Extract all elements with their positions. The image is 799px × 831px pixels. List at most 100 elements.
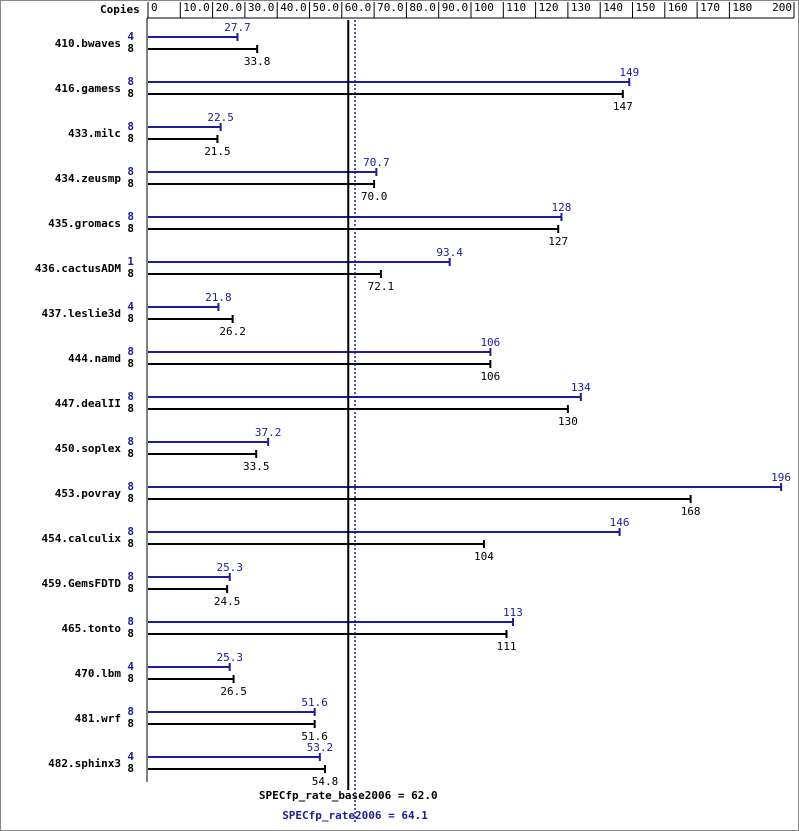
- value-label: 93.4: [436, 246, 463, 259]
- value-label: 51.6: [301, 696, 328, 709]
- bar: [148, 45, 259, 53]
- bar: [148, 765, 327, 773]
- value-label: 111: [497, 640, 517, 653]
- x-tick-label: 200: [772, 1, 792, 14]
- x-tick-label: 140: [603, 1, 623, 14]
- bar: [148, 180, 376, 188]
- copies-label: 8: [127, 390, 134, 403]
- bar: [148, 33, 239, 41]
- value-label: 25.3: [216, 561, 243, 574]
- value-label: 196: [771, 471, 791, 484]
- bar: [148, 123, 222, 131]
- bar: [148, 360, 492, 368]
- bar: [148, 450, 258, 458]
- bar: [148, 405, 569, 413]
- value-label: 21.8: [205, 291, 232, 304]
- bar: [148, 270, 382, 278]
- value-label: 130: [558, 415, 578, 428]
- bar: [148, 315, 234, 323]
- copies-label: 8: [127, 492, 134, 505]
- value-label: 54.8: [312, 775, 339, 788]
- copies-label: 8: [127, 582, 134, 595]
- copies-label: 1: [127, 255, 134, 268]
- copies-label: 4: [127, 750, 134, 763]
- category-label: 459.GemsFDTD: [42, 577, 122, 590]
- copies-label: 8: [127, 222, 134, 235]
- category-label: 444.namd: [68, 352, 121, 365]
- category-label: 437.leslie3d: [42, 307, 121, 320]
- x-tick-label: 40.0: [280, 1, 307, 14]
- copies-label: 8: [127, 402, 134, 415]
- category-label: 416.gamess: [55, 82, 121, 95]
- x-tick-label: 10.0: [183, 1, 210, 14]
- x-tick-label: 170: [700, 1, 720, 14]
- copies-label: 4: [127, 30, 134, 43]
- bar: [148, 303, 220, 311]
- copies-label: 8: [127, 435, 134, 448]
- x-tick-label: 80.0: [409, 1, 436, 14]
- bar: [148, 528, 621, 536]
- axis-label: Copies: [100, 3, 140, 16]
- bar: [148, 720, 316, 728]
- category-label: 470.lbm: [75, 667, 122, 680]
- bar: [148, 225, 560, 233]
- bar: [148, 540, 485, 548]
- value-label: 104: [474, 550, 494, 563]
- reference-label: SPECfp_rate_base2006 = 62.0: [259, 789, 438, 802]
- bar: [148, 90, 624, 98]
- x-tick-label: 20.0: [216, 1, 243, 14]
- value-label: 37.2: [255, 426, 282, 439]
- value-label: 51.6: [301, 730, 328, 743]
- copies-label: 8: [127, 87, 134, 100]
- x-tick-label: 180: [732, 1, 752, 14]
- copies-label: 8: [127, 570, 134, 583]
- value-label: 106: [480, 370, 500, 383]
- bar: [148, 483, 783, 491]
- bar: [148, 753, 321, 761]
- copies-label: 8: [127, 132, 134, 145]
- bar: [148, 348, 492, 356]
- value-label: 26.5: [220, 685, 247, 698]
- value-label: 113: [503, 606, 523, 619]
- bar: [148, 168, 378, 176]
- x-tick-label: 120: [539, 1, 559, 14]
- copies-label: 8: [127, 627, 134, 640]
- category-label: 410.bwaves: [55, 37, 121, 50]
- value-label: 146: [610, 516, 630, 529]
- category-label: 453.povray: [55, 487, 122, 500]
- value-label: 26.2: [219, 325, 246, 338]
- bar: [148, 135, 219, 143]
- category-label: 436.cactusADM: [35, 262, 121, 275]
- category-label: 481.wrf: [75, 712, 121, 725]
- bar: [148, 438, 270, 446]
- category-label: 433.milc: [68, 127, 121, 140]
- x-tick-label: 130: [571, 1, 591, 14]
- copies-label: 4: [127, 660, 134, 673]
- bar: [148, 495, 692, 503]
- bar: [148, 585, 229, 593]
- bar: [148, 573, 231, 581]
- category-label: 454.calculix: [42, 532, 122, 545]
- bar: [148, 663, 231, 671]
- x-tick-label: 110: [506, 1, 526, 14]
- copies-label: 8: [127, 672, 134, 685]
- copies-label: 8: [127, 717, 134, 730]
- copies-label: 8: [127, 177, 134, 190]
- x-tick-label: 0: [151, 1, 158, 14]
- value-label: 149: [619, 66, 639, 79]
- copies-label: 8: [127, 267, 134, 280]
- value-label: 70.7: [363, 156, 390, 169]
- bar: [148, 258, 451, 266]
- value-label: 27.7: [224, 21, 251, 34]
- category-label: 482.sphinx3: [48, 757, 121, 770]
- bar: [148, 618, 514, 626]
- copies-label: 8: [127, 705, 134, 718]
- x-tick-label: 60.0: [345, 1, 372, 14]
- copies-label: 8: [127, 210, 134, 223]
- category-label: 465.tonto: [61, 622, 121, 635]
- value-label: 24.5: [214, 595, 241, 608]
- value-label: 25.3: [216, 651, 243, 664]
- category-label: 450.soplex: [55, 442, 122, 455]
- copies-label: 8: [127, 312, 134, 325]
